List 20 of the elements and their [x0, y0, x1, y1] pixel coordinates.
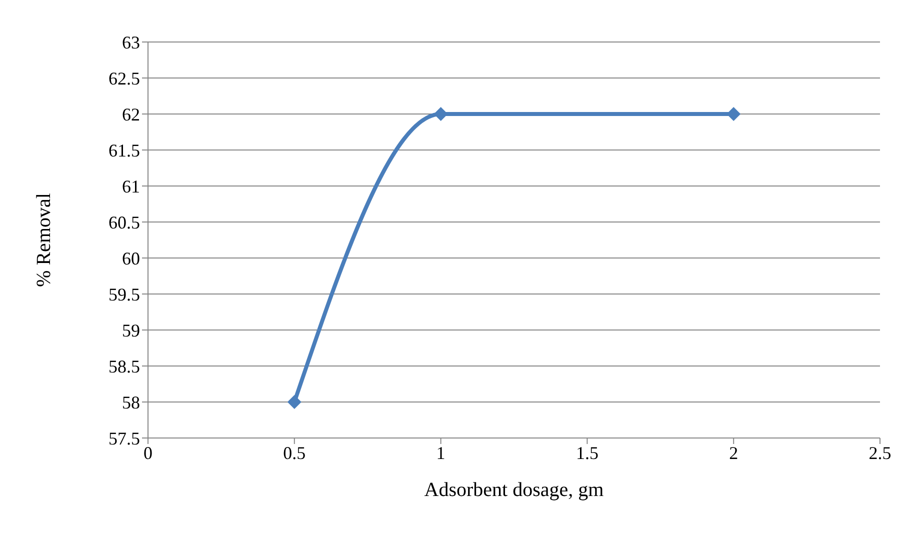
y-tick-label: 59: [122, 320, 140, 340]
y-tick-label: 58.5: [108, 356, 140, 376]
y-tick-label: 60: [122, 248, 140, 268]
y-tick-label: 58: [122, 392, 140, 412]
y-tick-label: 61.5: [108, 140, 140, 160]
y-axis-title: % Removal: [33, 192, 56, 287]
x-tick-label: 2.5: [868, 442, 892, 463]
x-tick-label: 0.5: [283, 442, 306, 463]
x-axis-title: Adsorbent dosage, gm: [424, 479, 604, 501]
y-tick-label: 59.5: [108, 284, 140, 304]
x-tick-label: 1.5: [576, 442, 598, 463]
x-tick-label: 1: [436, 442, 446, 463]
y-tick-label: 62: [122, 104, 140, 124]
y-tick-label: 61: [122, 176, 140, 196]
y-tick-label: 62.5: [108, 68, 140, 88]
y-tick-label: 60.5: [108, 212, 140, 232]
y-tick-label: 63: [122, 32, 140, 52]
y-tick-label: 57.5: [108, 428, 140, 448]
x-tick-label: 2: [729, 442, 738, 463]
x-tick-label: 0: [144, 442, 152, 463]
